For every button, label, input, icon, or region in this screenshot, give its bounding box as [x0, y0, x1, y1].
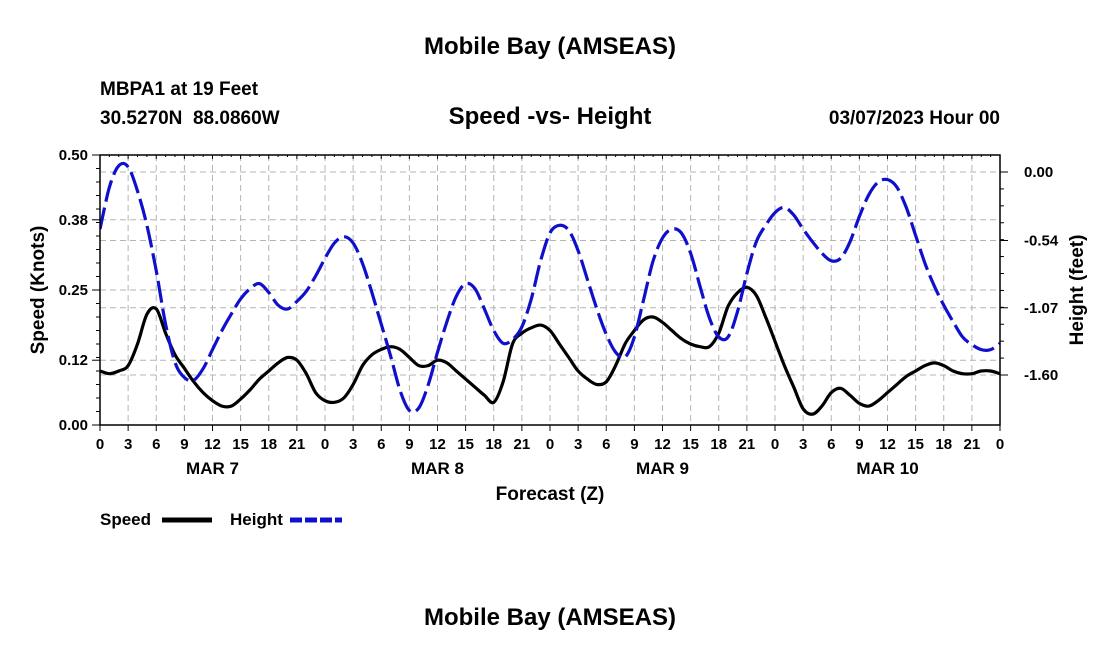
- y-tick-label: 0.50: [59, 147, 88, 164]
- legend-speed-label: Speed: [100, 510, 151, 529]
- grid: [100, 155, 1000, 425]
- x-tick-label: 15: [457, 436, 474, 453]
- y-tick-label: 0.25: [59, 282, 88, 299]
- y-tick-label: 0.00: [59, 417, 88, 434]
- series-line-speed: [100, 285, 1000, 416]
- x-tick-label: 6: [827, 436, 835, 453]
- station-coordinates: 30.5270N 88.0860W: [100, 108, 280, 129]
- station-name: MBPA1 at 19 Feet: [100, 79, 259, 100]
- x-tick-label: 21: [514, 436, 531, 453]
- series-layer: [100, 161, 1000, 416]
- legend: Speed Height: [100, 510, 342, 529]
- legend-height-label: Height: [230, 510, 283, 529]
- footer-title: Mobile Bay (AMSEAS): [424, 604, 676, 631]
- x-tick-label: 12: [429, 436, 446, 453]
- x-tick-label: 15: [907, 436, 924, 453]
- y2-tick-label: 0.00: [1024, 164, 1053, 181]
- x-tick-label: 3: [349, 436, 357, 453]
- x-tick-label: 6: [602, 436, 610, 453]
- y2-tick-label: -1.60: [1024, 367, 1058, 384]
- date-label: MAR 7: [186, 459, 239, 478]
- x-tick-label: 15: [682, 436, 699, 453]
- x-tick-label: 18: [485, 436, 502, 453]
- x-tick-label: 12: [879, 436, 896, 453]
- x-tick-label: 0: [996, 436, 1004, 453]
- x-axis-label: Forecast (Z): [496, 484, 605, 505]
- x-tick-label: 15: [232, 436, 249, 453]
- x-tick-label: 0: [321, 436, 329, 453]
- x-tick-label: 6: [377, 436, 385, 453]
- series-line-height: [100, 161, 1000, 414]
- chart-title: Speed -vs- Height: [449, 103, 652, 130]
- x-tick-label: 9: [405, 436, 413, 453]
- x-tick-label: 9: [180, 436, 188, 453]
- x-tick-label: 18: [710, 436, 727, 453]
- issued-time: 03/07/2023 Hour 00: [829, 108, 1000, 129]
- y2-tick-label: -1.07: [1024, 300, 1058, 317]
- x-tick-label: 18: [935, 436, 952, 453]
- x-tick-label: 0: [771, 436, 779, 453]
- x-tick-label: 0: [96, 436, 104, 453]
- y-tick-label: 0.12: [59, 352, 88, 369]
- x-tick-label: 12: [204, 436, 221, 453]
- y2-tick-label: -0.54: [1024, 233, 1059, 250]
- x-tick-label: 3: [124, 436, 132, 453]
- axes: 0 3 6 9 12 15 18 21 0 3 6 9 12 15 18 21 0 3 6 9 12 15 18 21 0 3 6 9…: [59, 147, 1059, 478]
- y2-axis-label: Height (feet): [1067, 235, 1088, 346]
- date-label: MAR 8: [411, 459, 464, 478]
- date-label: MAR 10: [856, 459, 918, 478]
- x-tick-label: 3: [799, 436, 807, 453]
- date-label: MAR 9: [636, 459, 689, 478]
- x-tick-label: 21: [964, 436, 981, 453]
- page-title: Mobile Bay (AMSEAS): [424, 33, 676, 60]
- y-axis-label: Speed (Knots): [28, 226, 49, 355]
- x-tick-label: 18: [260, 436, 277, 453]
- x-tick-label: 12: [654, 436, 671, 453]
- y-tick-label: 0.38: [59, 212, 88, 229]
- x-tick-label: 0: [546, 436, 554, 453]
- x-tick-label: 6: [152, 436, 160, 453]
- x-tick-label: 21: [739, 436, 756, 453]
- x-tick-label: 3: [574, 436, 582, 453]
- x-tick-label: 21: [289, 436, 306, 453]
- x-tick-label: 9: [630, 436, 638, 453]
- x-tick-label: 9: [855, 436, 863, 453]
